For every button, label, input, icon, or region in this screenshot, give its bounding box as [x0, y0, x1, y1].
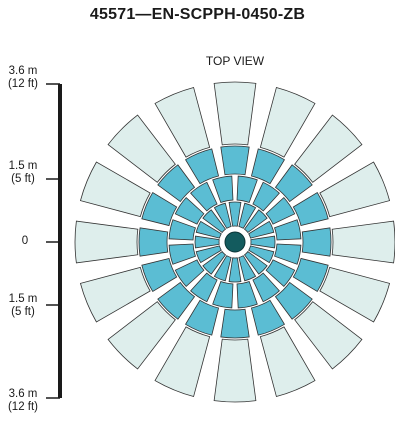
- inner-zone-segment: [213, 255, 232, 282]
- inner-zone-segment: [185, 148, 220, 185]
- outer-zone-segment: [79, 161, 151, 218]
- outer-zone-segment: [331, 220, 395, 264]
- inner-zone-segment: [168, 219, 196, 241]
- inner-zone-segment: [250, 299, 285, 336]
- inner-zone-segment: [220, 145, 250, 176]
- inner-zone-segment: [228, 201, 242, 227]
- inner-zone-segment: [301, 227, 332, 257]
- scale-label-lower: 1.5 m (5 ft): [0, 293, 46, 319]
- inner-zone-segment: [265, 259, 296, 287]
- outer-zone-segment: [154, 86, 211, 158]
- outer-zone-segment: [154, 326, 211, 398]
- inner-zone-segment: [194, 235, 220, 249]
- inner-zone-segment: [174, 197, 205, 225]
- inner-zone-segment: [168, 243, 196, 265]
- inner-zone-segment: [274, 164, 313, 203]
- inner-zone-segment: [250, 235, 276, 249]
- scale-bar: [46, 83, 62, 399]
- inner-zone-segment: [195, 220, 222, 239]
- inner-zone-segment: [212, 281, 234, 309]
- scale-zero-text: 0: [21, 235, 29, 247]
- inner-zone-segment: [213, 202, 232, 229]
- inner-zone-segment: [212, 175, 234, 203]
- inner-zone-segment: [236, 175, 258, 203]
- outer-zone-segment: [319, 266, 391, 323]
- inner-zone-segment: [190, 272, 218, 303]
- scale-lower-metric: 1.5 m: [8, 293, 38, 305]
- outer-zone-segment: [259, 86, 316, 158]
- sensor-center: [224, 231, 246, 253]
- outer-zone-segment: [79, 266, 151, 323]
- outer-zone-segment: [107, 114, 176, 183]
- outer-zone-segment: [294, 301, 363, 370]
- inner-zone-segment: [220, 308, 250, 339]
- inner-zone-segment: [243, 209, 268, 234]
- inner-zone-segment: [238, 255, 257, 282]
- inner-zone-segment: [141, 192, 178, 227]
- inner-zone-segment: [274, 281, 313, 320]
- inner-zone-segment: [265, 197, 296, 225]
- outer-detection-zone: [74, 81, 395, 403]
- scale-label-zero: 0: [2, 235, 48, 248]
- scale-lower-imperial: (5 ft): [11, 306, 35, 318]
- outer-zone-segment: [259, 326, 316, 398]
- inner-zone-segment: [202, 209, 227, 234]
- inner-zone-segment: [248, 220, 275, 239]
- inner-zone-segment: [195, 245, 222, 264]
- inner-zone-segment: [157, 281, 196, 320]
- outer-zone-segment: [213, 338, 257, 403]
- inner-zone-segment: [202, 250, 227, 275]
- inner-zone-segment: [274, 243, 302, 265]
- outer-zone-segment: [319, 161, 391, 218]
- scale-bottom-imperial: (12 ft): [7, 401, 39, 413]
- inner-zone-segment: [292, 257, 329, 292]
- inner-zone-segment: [252, 272, 280, 303]
- inner-zone-segment: [252, 181, 280, 212]
- scale-bottom-metric: 3.6 m: [8, 388, 38, 400]
- outer-zone-segment: [74, 220, 139, 264]
- outer-zone-segment: [213, 81, 257, 146]
- inner-zone-segment: [174, 259, 205, 287]
- scale-top-imperial: (12 ft): [7, 78, 39, 90]
- inner-zone-segment: [138, 227, 169, 257]
- scale-upper-metric: 1.5 m: [8, 160, 38, 172]
- scale-label-bottom: 3.6 m (12 ft): [0, 388, 46, 414]
- scale-upper-imperial: (5 ft): [11, 173, 35, 185]
- inner-zone-segment: [236, 281, 258, 309]
- inner-zone-segment: [248, 245, 275, 264]
- inner-zone-segment: [274, 219, 302, 241]
- view-label: TOP VIEW: [205, 54, 265, 68]
- scale-label-upper: 1.5 m (5 ft): [0, 160, 46, 186]
- inner-zone-segment: [238, 202, 257, 229]
- inner-zone-segment: [292, 192, 329, 227]
- inner-detection-zone: [138, 145, 332, 339]
- sensor-icon: [224, 231, 246, 253]
- inner-zone-segment: [228, 257, 242, 283]
- scale-label-top: 3.6 m (12 ft): [0, 65, 46, 91]
- outer-zone-segment: [294, 114, 363, 183]
- page-title: 45571—EN-SCPPH-0450-ZB: [89, 6, 306, 23]
- inner-zone-segment: [141, 257, 178, 292]
- inner-zone-segment: [190, 181, 218, 212]
- inner-zone-segment: [250, 148, 285, 185]
- inner-zone-segment: [157, 164, 196, 203]
- scale-top-metric: 3.6 m: [8, 65, 38, 77]
- outer-zone-segment: [107, 301, 176, 370]
- inner-zone-segment: [243, 250, 268, 275]
- inner-zone-segment: [185, 299, 220, 336]
